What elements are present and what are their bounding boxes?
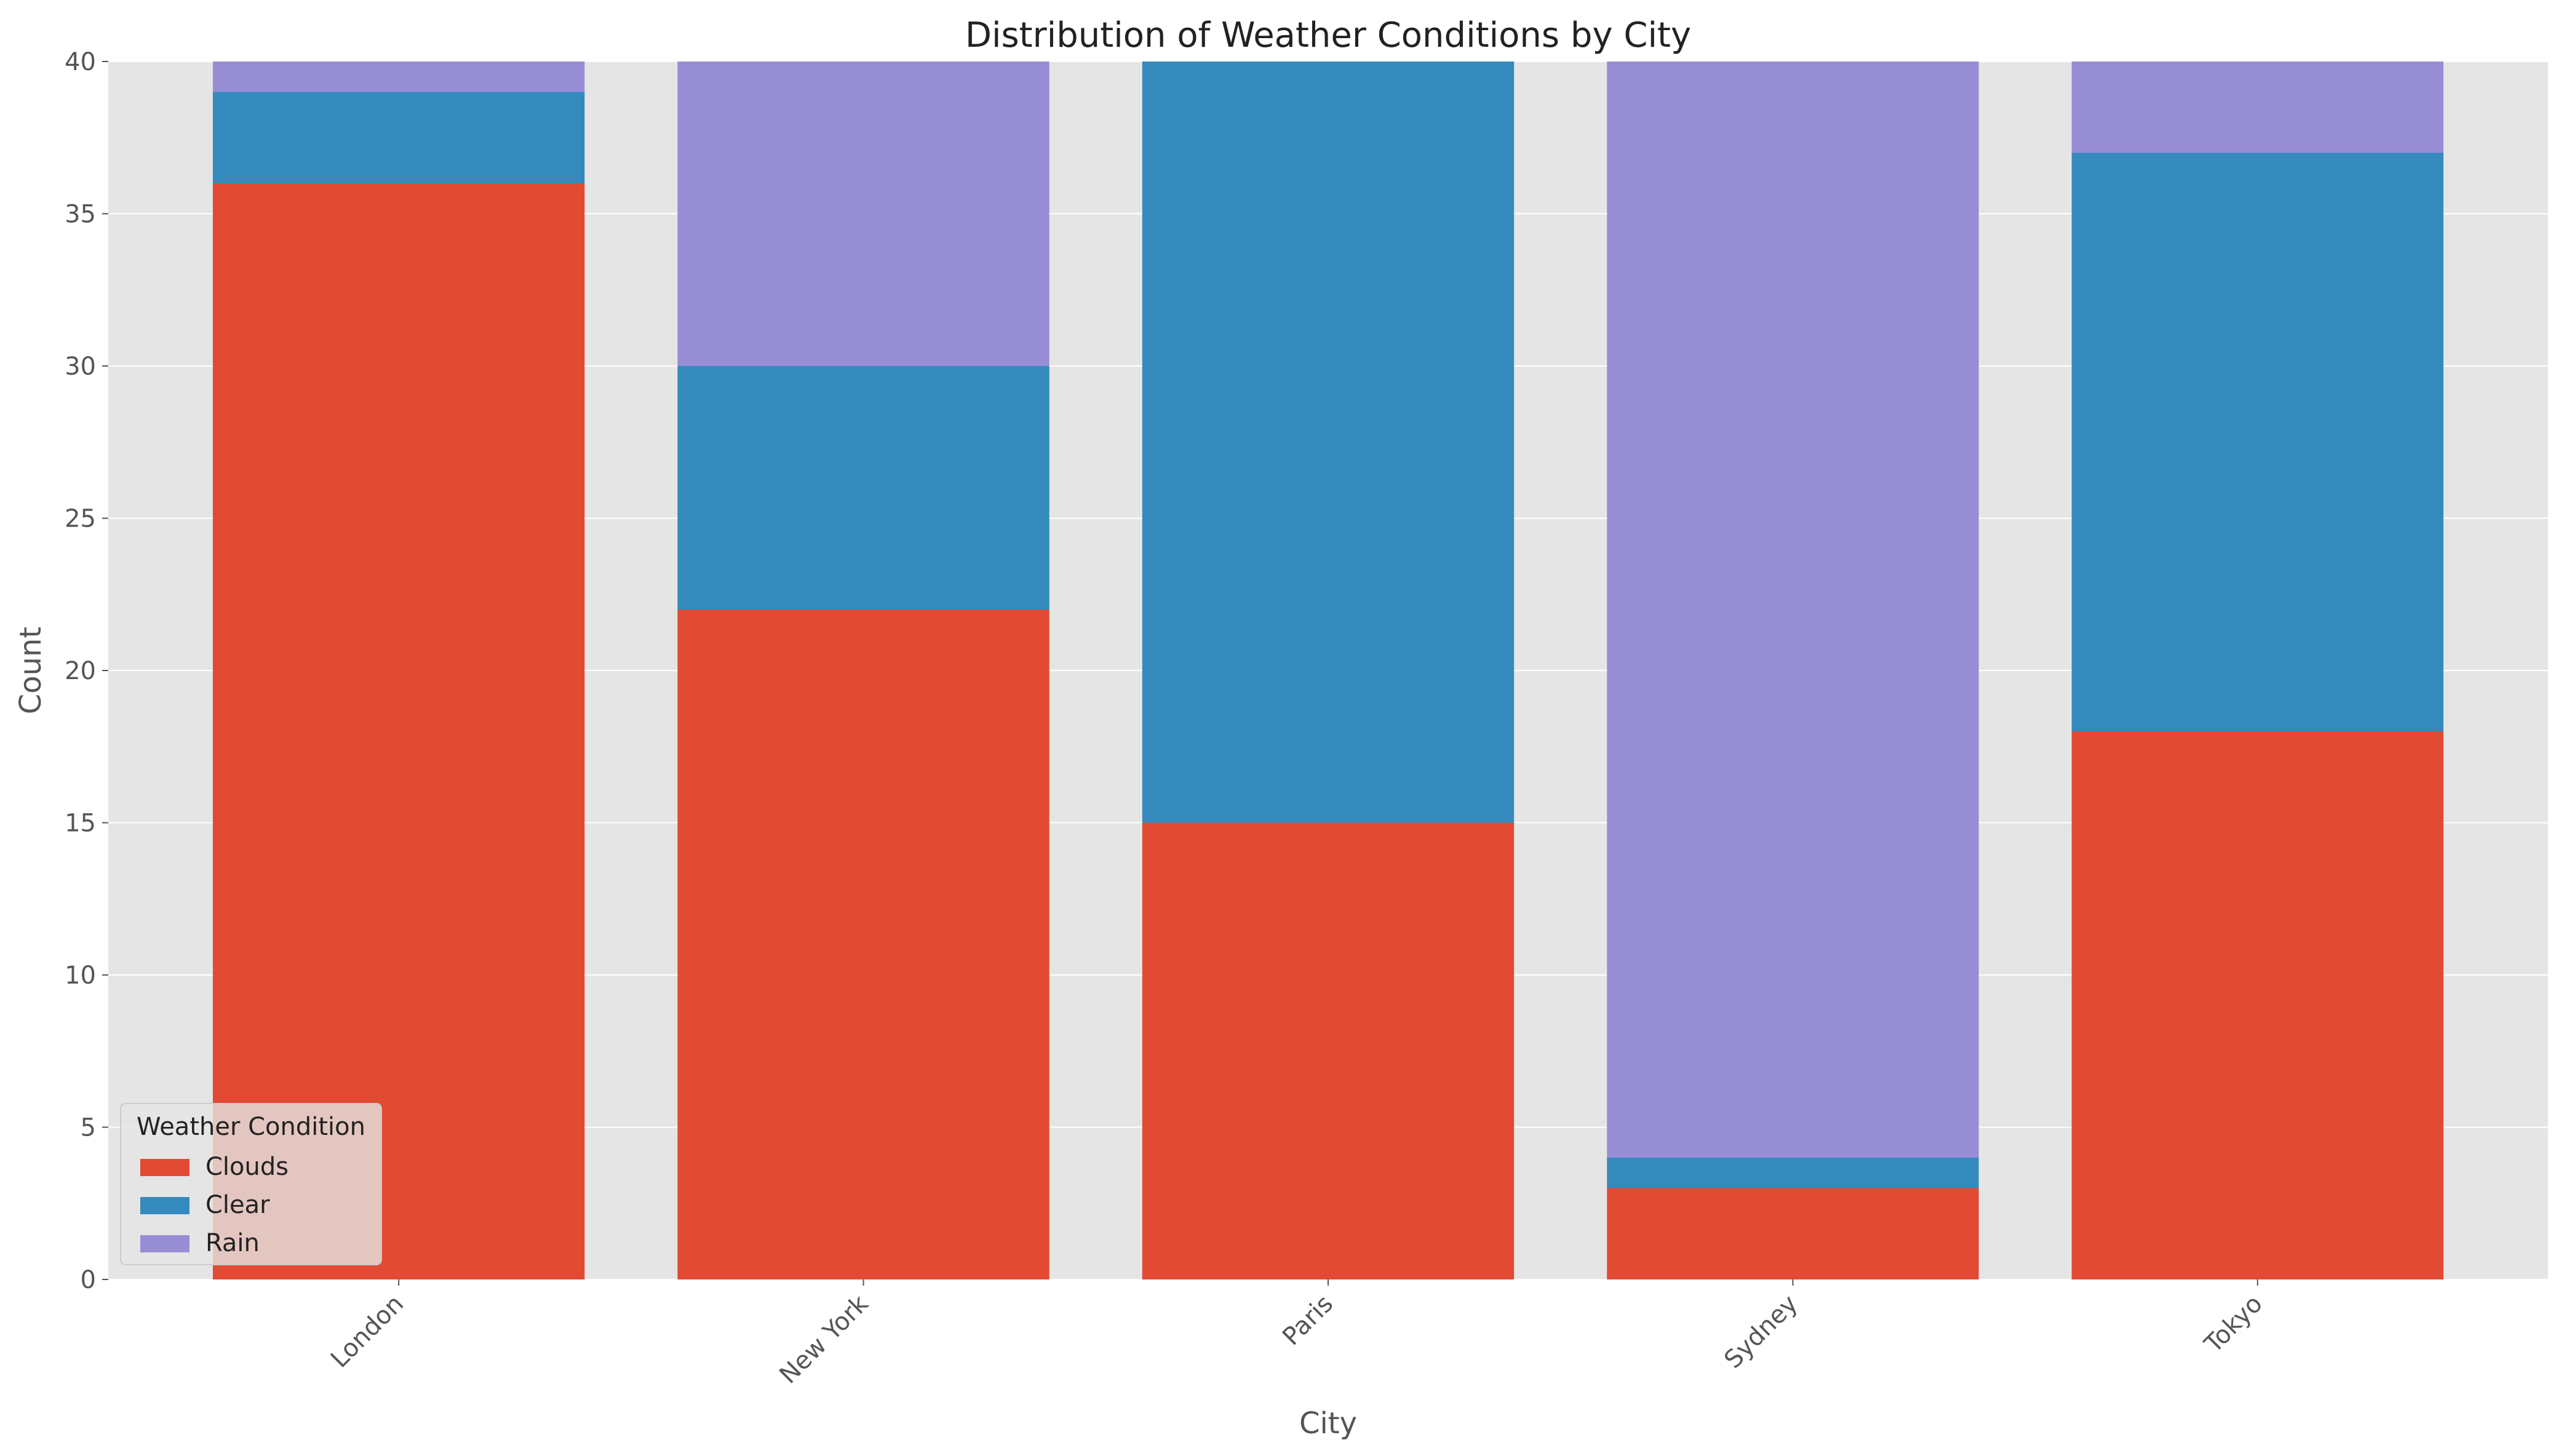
y-tick-label: 15: [65, 810, 96, 838]
y-tick-label: 35: [65, 201, 96, 229]
y-tick-label: 5: [81, 1114, 96, 1142]
x-axis-label: City: [1299, 1406, 1357, 1441]
bar-clouds-new-york: [677, 610, 1049, 1279]
legend-swatch-clear: [140, 1197, 189, 1214]
bar-clouds-london: [212, 183, 585, 1279]
bar-clear-london: [212, 92, 585, 183]
legend-swatch-clouds: [140, 1159, 189, 1176]
bar-rain-london: [212, 62, 585, 92]
y-tick-label: 30: [65, 352, 96, 381]
x-tick-label: Sydney: [1719, 1290, 1803, 1374]
y-tick-label: 20: [65, 657, 96, 685]
x-tick-label: Paris: [1277, 1290, 1339, 1351]
y-tick-label: 0: [81, 1266, 96, 1294]
x-tick-label: Tokyo: [2199, 1290, 2267, 1359]
legend-items: Clouds Clear Rain: [140, 1153, 289, 1257]
bar-clouds-paris: [1142, 822, 1515, 1279]
bar-clouds-tokyo: [2071, 731, 2444, 1279]
legend: Weather Condition Clouds Clear Rain: [120, 1103, 382, 1265]
y-tick-label: 25: [65, 505, 96, 533]
y-ticks: 0 5 10 15 20 25 30 35 40: [65, 48, 108, 1294]
chart-title: Distribution of Weather Conditions by Ci…: [965, 15, 1691, 55]
legend-box: [120, 1103, 382, 1265]
legend-label-clouds: Clouds: [205, 1153, 289, 1181]
bars: [212, 62, 2444, 1279]
x-tick-label: London: [325, 1290, 409, 1374]
bar-clear-sydney: [1607, 1158, 1979, 1188]
legend-title: Weather Condition: [137, 1113, 365, 1141]
bar-clear-paris: [1142, 62, 1515, 823]
bar-rain-new-york: [677, 62, 1049, 366]
bar-rain-tokyo: [2071, 62, 2444, 153]
y-axis-label: Count: [14, 627, 48, 715]
legend-label-rain: Rain: [205, 1229, 260, 1257]
x-tick-label: New York: [774, 1289, 875, 1390]
bar-rain-sydney: [1607, 62, 1979, 1158]
bar-clouds-sydney: [1607, 1188, 1979, 1279]
y-tick-label: 10: [65, 961, 96, 990]
bar-clear-tokyo: [2071, 153, 2444, 731]
y-tick-label: 40: [65, 48, 96, 76]
x-ticks: London New York Paris Sydney Tokyo: [325, 1279, 2268, 1390]
bar-clear-new-york: [677, 366, 1049, 610]
legend-label-clear: Clear: [205, 1191, 270, 1219]
legend-swatch-rain: [140, 1235, 189, 1252]
